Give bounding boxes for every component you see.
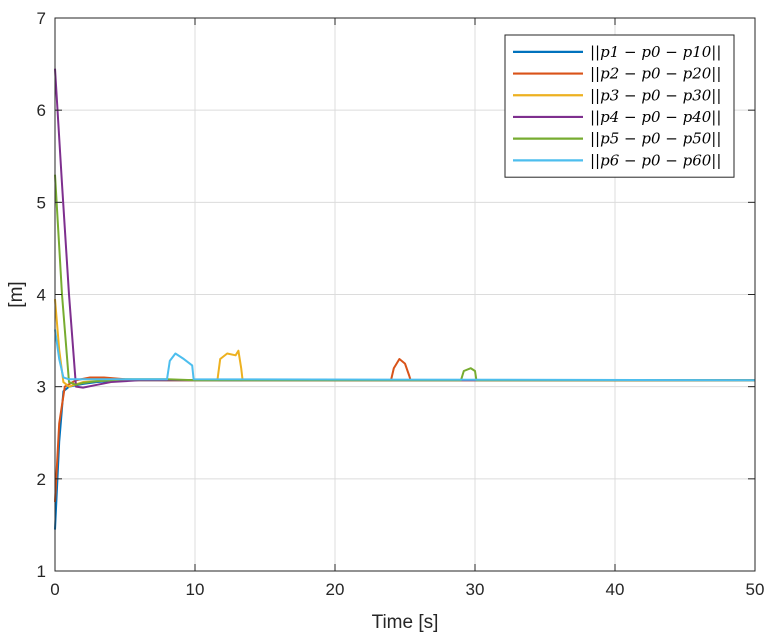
y-tick-label: 4 — [37, 286, 46, 305]
legend-entry-label: ||p3 − p0 − p30|| — [590, 86, 721, 104]
x-axis-label: Time [s] — [372, 612, 439, 633]
tick-marks — [54, 17, 756, 572]
y-tick-label: 5 — [37, 193, 46, 212]
legend-entry-label: ||p6 − p0 − p60|| — [590, 151, 721, 169]
tick-labels: 0 10 20 30 40 50 1 2 3 4 5 6 7 — [37, 9, 765, 599]
y-tick-label: 1 — [37, 562, 46, 581]
series-line-3 — [54, 299, 755, 388]
x-tick-label: 40 — [606, 580, 625, 599]
series-line-6 — [54, 329, 756, 382]
grid-lines — [54, 17, 756, 572]
legend-entry-label: ||p5 − p0 − p50|| — [590, 130, 721, 148]
legend-entry-label: ||p4 − p0 − p40|| — [590, 108, 721, 126]
legend-entry-label: ||p2 − p0 − p20|| — [590, 65, 721, 83]
legend: ||p1 − p0 − p10|| ||p2 − p0 − p20|| ||p3 −… — [504, 34, 735, 178]
series-group — [54, 68, 756, 530]
y-tick-label: 7 — [37, 9, 46, 28]
x-tick-label: 0 — [50, 580, 59, 599]
y-tick-label: 3 — [37, 378, 46, 397]
legend-box — [504, 34, 735, 178]
x-tick-label: 10 — [186, 580, 205, 599]
y-axis-label: [m] — [6, 281, 27, 307]
y-tick-label: 2 — [37, 470, 46, 489]
x-tick-label: 30 — [466, 580, 485, 599]
x-tick-label: 20 — [326, 580, 345, 599]
x-tick-label: 50 — [746, 580, 765, 599]
y-tick-label: 6 — [37, 101, 46, 120]
series-line-4 — [54, 68, 755, 389]
legend-entry-label: ||p1 − p0 − p10|| — [590, 43, 721, 61]
